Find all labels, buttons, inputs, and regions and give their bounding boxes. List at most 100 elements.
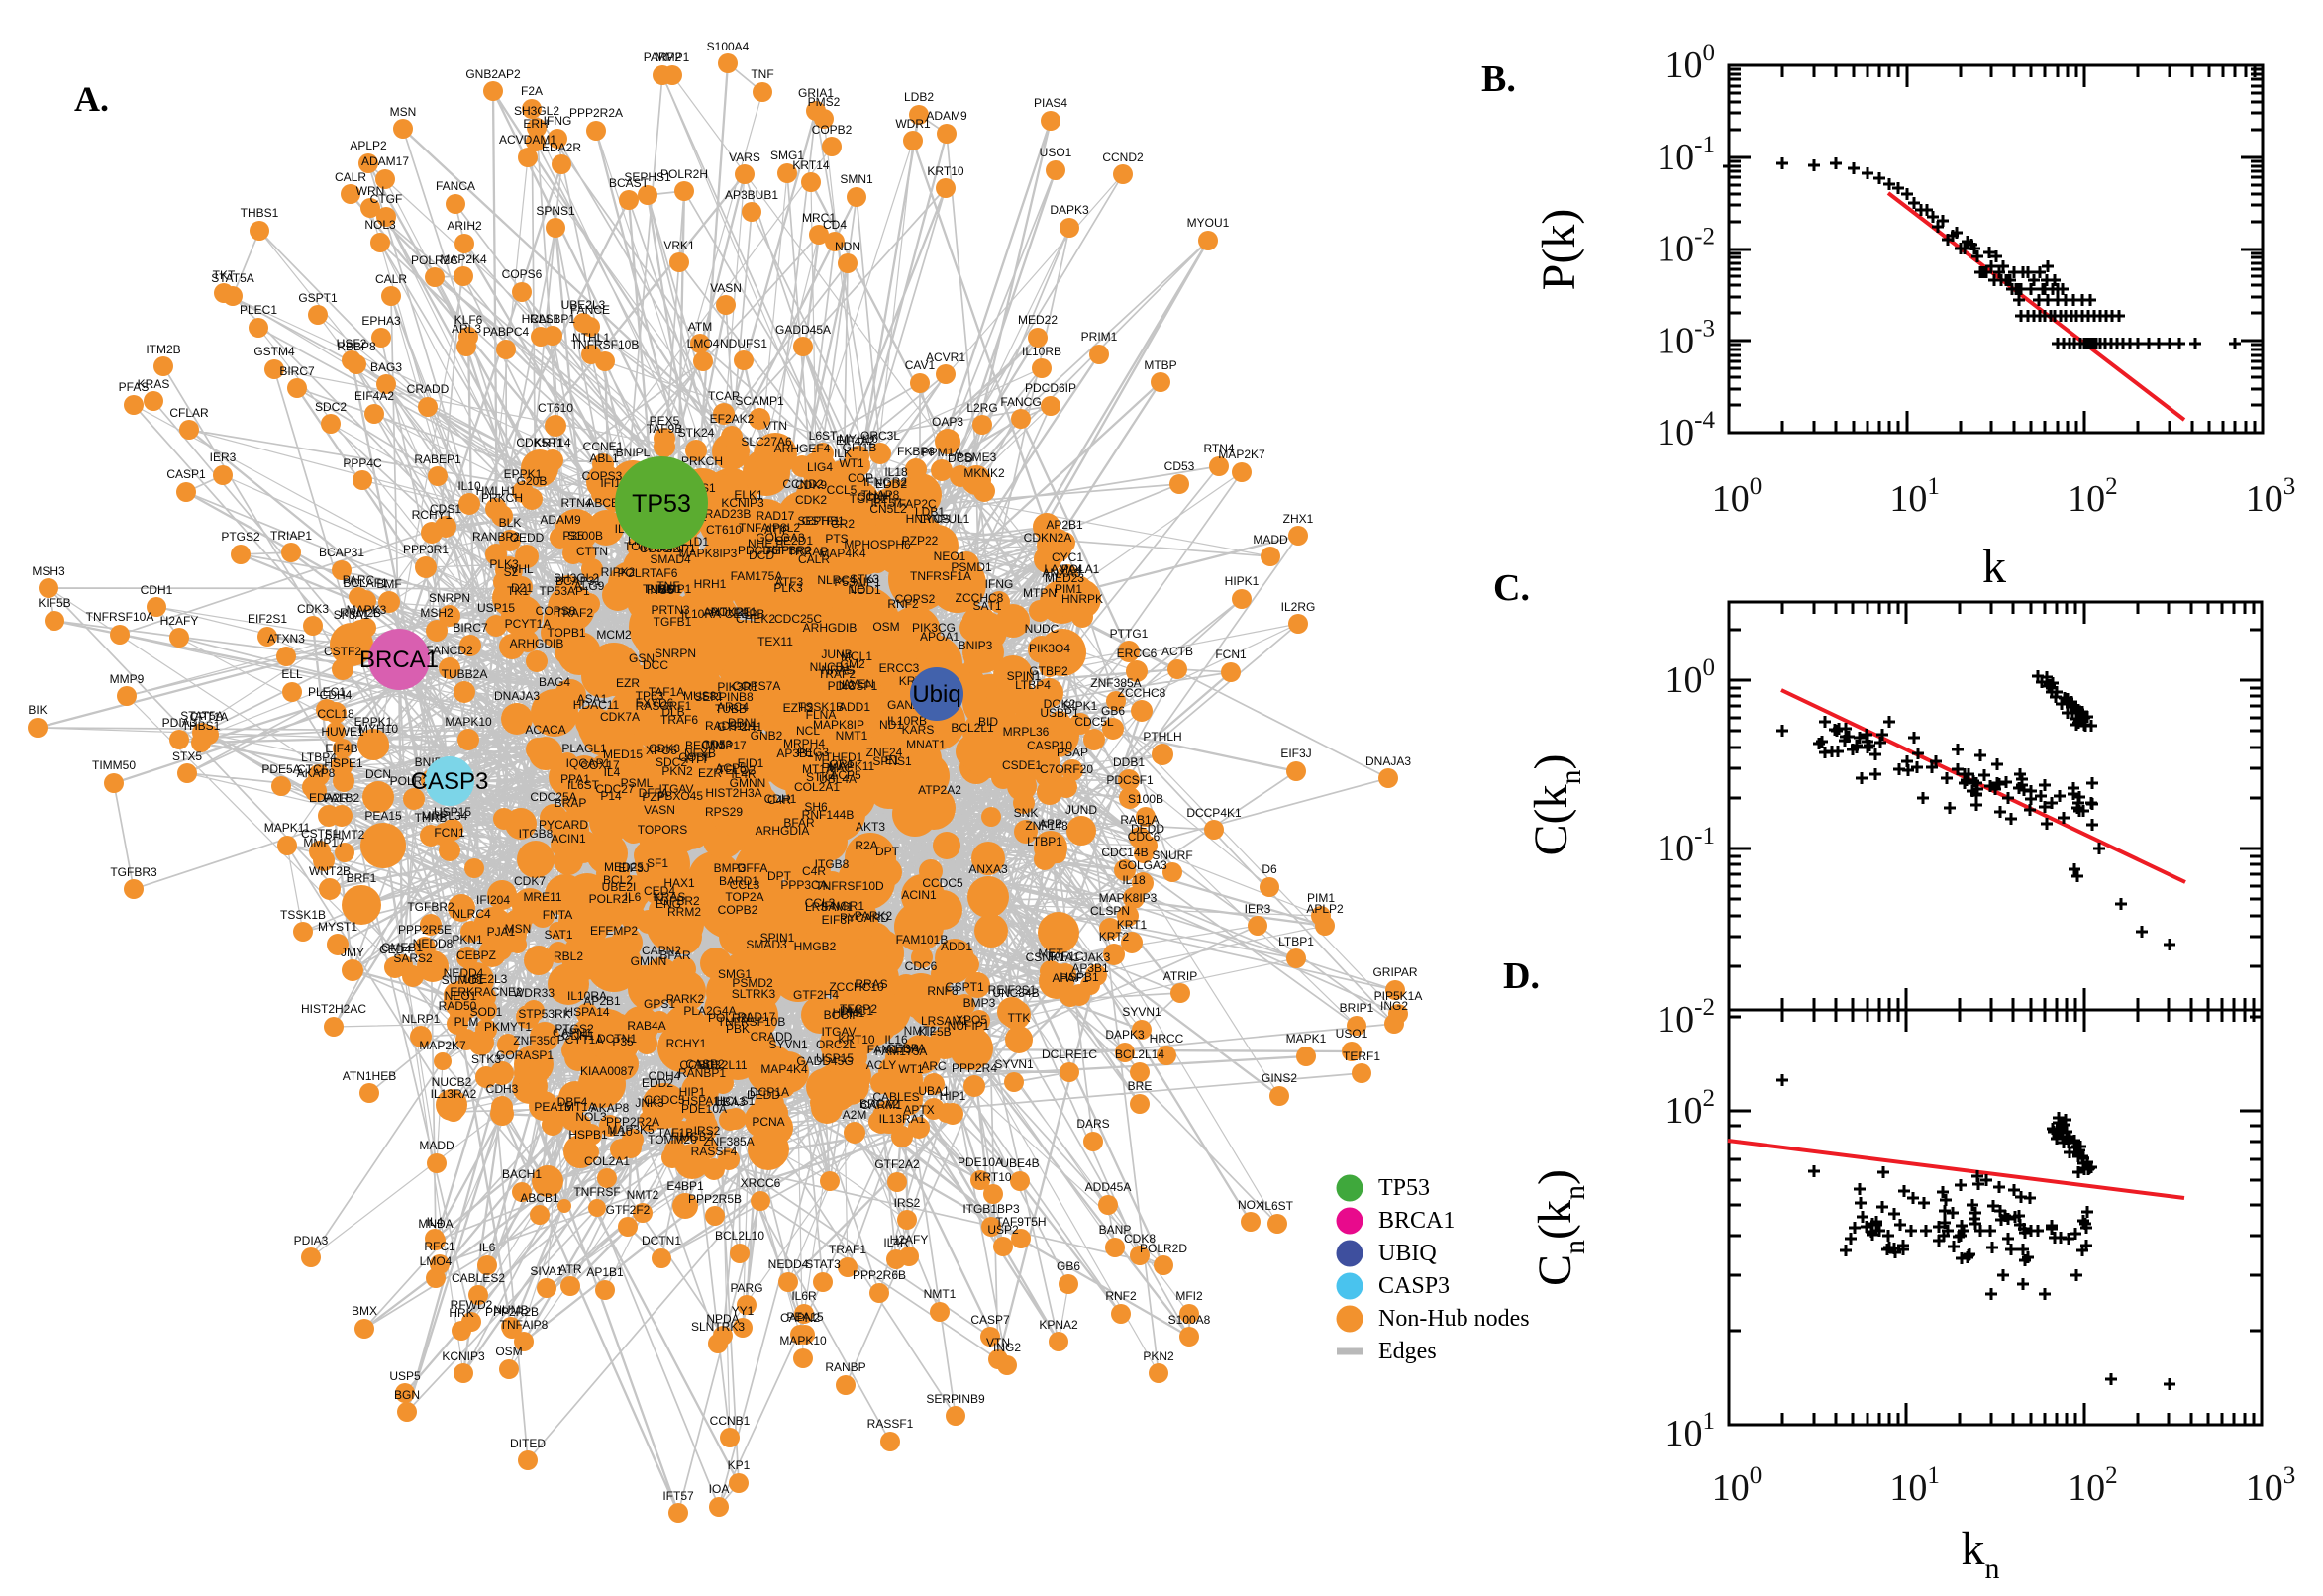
svg-text:MYH10: MYH10 <box>839 432 878 446</box>
svg-text:TNFRSF10B: TNFRSF10B <box>571 338 640 351</box>
svg-text:BCLAF1: BCLAF1 <box>343 576 388 590</box>
svg-text:EZR: EZR <box>616 676 640 690</box>
svg-text:ERKRACNE2: ERKRACNE2 <box>450 985 523 999</box>
svg-text:GFI1B: GFI1B <box>843 441 877 454</box>
svg-text:DITED: DITED <box>510 1437 546 1450</box>
svg-text:RALBP1: RALBP1 <box>530 312 575 326</box>
svg-text:RNF144B: RNF144B <box>802 808 855 822</box>
svg-text:KIAA0087: KIAA0087 <box>580 1064 634 1078</box>
svg-text:WT1: WT1 <box>898 1062 924 1076</box>
svg-text:RABEP1: RABEP1 <box>414 452 461 466</box>
svg-text:Cn(kn): Cn(kn) <box>1529 1169 1591 1286</box>
svg-text:LTBP4: LTBP4 <box>1015 678 1051 692</box>
svg-text:RAD17: RAD17 <box>738 1010 776 1024</box>
svg-text:IQGAP1: IQGAP1 <box>566 756 611 770</box>
svg-text:MMP1: MMP1 <box>657 582 692 596</box>
svg-text:ITGB1BP3: ITGB1BP3 <box>962 1202 1020 1216</box>
svg-text:ING5: ING5 <box>647 583 674 597</box>
svg-text:HRH1: HRH1 <box>833 1006 865 1020</box>
svg-text:ANTXR1: ANTXR1 <box>703 605 751 619</box>
svg-text:BID: BID <box>978 715 998 729</box>
svg-text:ZCCHC8: ZCCHC8 <box>956 591 1004 605</box>
svg-text:CAPN1: CAPN1 <box>553 1026 592 1040</box>
svg-text:CABLES: CABLES <box>872 1090 919 1104</box>
svg-text:GOLGA3: GOLGA3 <box>1118 858 1167 872</box>
svg-text:EZR: EZR <box>698 766 722 780</box>
svg-text:RNF8: RNF8 <box>927 984 959 998</box>
svg-text:HIPK1: HIPK1 <box>1225 574 1260 588</box>
svg-text:ZCCHC10: ZCCHC10 <box>829 980 884 994</box>
svg-text:DBNL: DBNL <box>728 716 759 730</box>
svg-text:NUCB2: NUCB2 <box>432 1075 472 1089</box>
svg-text:ATXN3: ATXN3 <box>267 632 305 646</box>
svg-text:RASSF4: RASSF4 <box>691 1145 738 1158</box>
svg-text:LDB1: LDB1 <box>915 505 945 519</box>
svg-text:ACTB: ACTB <box>1162 645 1193 658</box>
svg-text:SERPINB8: SERPINB8 <box>694 690 754 704</box>
svg-text:MRPL34: MRPL34 <box>422 809 468 823</box>
svg-text:NOL3: NOL3 <box>575 1110 607 1124</box>
svg-text:KRT10: KRT10 <box>838 1033 874 1047</box>
svg-text:CCL3: CCL3 <box>805 896 836 910</box>
svg-text:RANBP1: RANBP1 <box>678 1066 726 1080</box>
svg-text:APOA1: APOA1 <box>920 630 960 644</box>
svg-text:MAPK3: MAPK3 <box>347 603 387 617</box>
svg-text:R2A: R2A <box>855 839 877 852</box>
svg-text:BIK: BIK <box>28 703 47 717</box>
svg-text:POLR2H: POLR2H <box>660 167 708 181</box>
svg-text:CED4: CED4 <box>644 884 675 898</box>
svg-text:TP63: TP63 <box>636 689 664 703</box>
svg-text:VTN: VTN <box>986 1336 1010 1349</box>
svg-text:PRKCH: PRKCH <box>681 454 723 468</box>
svg-text:RNF2: RNF2 <box>1105 1289 1137 1303</box>
svg-text:ITGAV: ITGAV <box>658 782 693 796</box>
svg-text:S100B: S100B <box>567 529 603 543</box>
svg-text:RAB1A: RAB1A <box>1120 813 1159 827</box>
svg-text:ARC4: ARC4 <box>717 700 749 714</box>
svg-text:PLEC1: PLEC1 <box>308 685 346 699</box>
svg-text:TAF9B: TAF9B <box>647 422 682 436</box>
svg-text:NLRP1: NLRP1 <box>402 1012 441 1026</box>
svg-text:GNB2: GNB2 <box>751 729 783 743</box>
svg-text:KPNA2: KPNA2 <box>1039 1318 1078 1332</box>
svg-text:PPA1: PPA1 <box>560 772 590 786</box>
svg-text:ZNF350: ZNF350 <box>513 1034 556 1047</box>
svg-text:MYOU1: MYOU1 <box>1187 216 1230 230</box>
svg-text:WNT2B: WNT2B <box>309 864 351 878</box>
svg-text:MT1A: MT1A <box>802 762 834 776</box>
svg-text:BRIP1: BRIP1 <box>1340 1001 1374 1015</box>
svg-text:EZH2: EZH2 <box>783 701 814 715</box>
svg-text:B.: B. <box>1481 58 1516 100</box>
svg-text:MADD: MADD <box>419 1139 454 1152</box>
svg-text:SYVN1: SYVN1 <box>1122 1005 1162 1019</box>
svg-text:SNK: SNK <box>1014 806 1039 820</box>
svg-text:TTK: TTK <box>1008 1011 1031 1025</box>
svg-text:PKN2: PKN2 <box>661 764 693 778</box>
svg-text:DCTN1: DCTN1 <box>597 1032 637 1046</box>
svg-text:ERH: ERH <box>523 117 548 131</box>
svg-text:CD53: CD53 <box>1164 459 1195 473</box>
svg-text:IL10: IL10 <box>457 479 481 493</box>
svg-text:CCNH: CCNH <box>858 490 892 504</box>
svg-text:GB6: GB6 <box>1101 704 1125 718</box>
svg-text:10-4: 10-4 <box>1657 407 1715 453</box>
svg-text:ITGAV: ITGAV <box>821 1025 856 1039</box>
svg-text:KARS: KARS <box>902 723 935 737</box>
svg-text:USO1: USO1 <box>1336 1027 1368 1041</box>
svg-text:CASP10: CASP10 <box>1027 739 1072 752</box>
svg-text:DCC: DCC <box>643 658 668 672</box>
svg-text:RAB4A: RAB4A <box>627 1019 665 1033</box>
svg-text:DBF4: DBF4 <box>557 1095 588 1109</box>
svg-text:HSPA14: HSPA14 <box>564 1005 609 1019</box>
svg-text:CCL5: CCL5 <box>827 483 858 497</box>
svg-text:CDC25C: CDC25C <box>774 612 822 626</box>
svg-text:RAD23B: RAD23B <box>705 507 752 521</box>
svg-text:KRT10: KRT10 <box>974 1170 1011 1184</box>
svg-text:CTCF: CTCF <box>297 762 329 776</box>
svg-text:PDCSF1: PDCSF1 <box>1106 773 1154 787</box>
svg-text:SAT1: SAT1 <box>972 599 1001 613</box>
svg-text:EID1: EID1 <box>738 756 764 770</box>
svg-text:KRT2: KRT2 <box>1099 930 1130 944</box>
svg-text:LE: LE <box>851 582 865 596</box>
svg-text:BCCIP: BCCIP <box>824 1008 860 1022</box>
